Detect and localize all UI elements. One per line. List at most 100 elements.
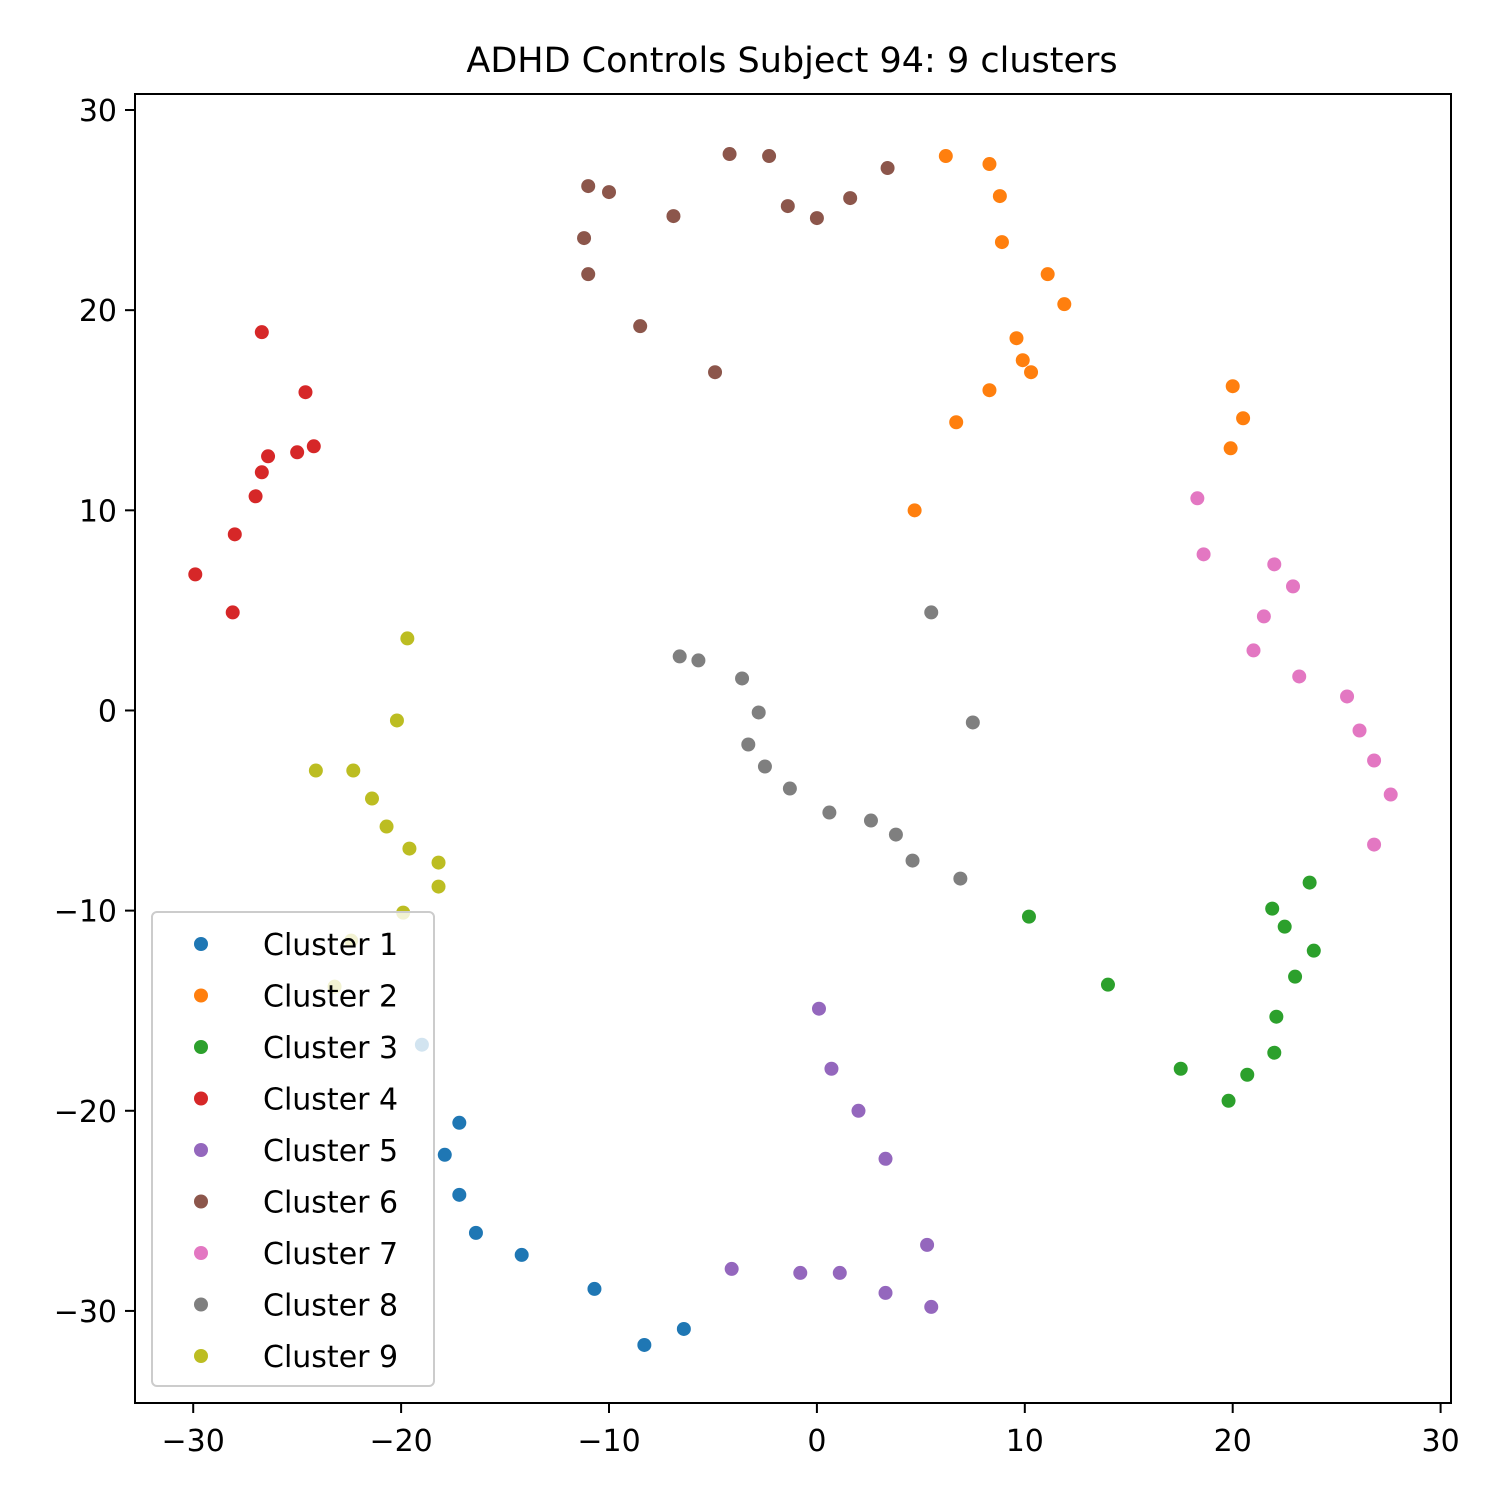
point-cluster-9-3 <box>308 763 323 778</box>
point-cluster-7-8 <box>1340 689 1355 704</box>
legend-label: Cluster 6 <box>263 1186 398 1221</box>
plot-frame <box>134 93 1452 1404</box>
point-cluster-7-6 <box>1246 643 1261 658</box>
legend-label: Cluster 8 <box>263 1289 398 1324</box>
point-cluster-8-5 <box>751 705 766 720</box>
point-cluster-3-10 <box>1173 1061 1188 1076</box>
legend-label: Cluster 9 <box>263 1340 398 1375</box>
legend-label: Cluster 7 <box>263 1237 398 1272</box>
legend-item-cluster-3: Cluster 3 <box>194 1031 398 1066</box>
point-cluster-2-6 <box>1057 297 1072 312</box>
axes-layer: −30 −20 −10 0 10 20 30 −30 −20 −10 0 10 20 30 <box>54 93 1460 1459</box>
point-cluster-5-9 <box>878 1285 893 1300</box>
point-cluster-6-5 <box>880 161 895 176</box>
point-cluster-7-11 <box>1383 787 1398 802</box>
legend-label: Cluster 1 <box>263 928 398 963</box>
legend-marker <box>194 1194 208 1209</box>
x-tick-label: −10 <box>577 1424 640 1459</box>
point-cluster-4-1 <box>254 325 269 340</box>
point-cluster-1-7 <box>587 1281 602 1296</box>
y-tick-label: −20 <box>54 1095 117 1130</box>
point-cluster-1-9 <box>676 1321 691 1336</box>
point-cluster-4-10 <box>225 605 240 620</box>
point-cluster-9-1 <box>400 631 415 646</box>
legend-marker <box>194 1297 208 1312</box>
point-cluster-4-2 <box>298 385 313 400</box>
point-cluster-8-13 <box>905 853 920 868</box>
point-cluster-2-1 <box>938 149 953 164</box>
point-cluster-6-3 <box>581 179 596 194</box>
legend-label: Cluster 5 <box>263 1134 398 1169</box>
point-cluster-5-8 <box>832 1265 847 1280</box>
point-cluster-7-12 <box>1367 837 1382 852</box>
legend-label: Cluster 4 <box>263 1083 398 1118</box>
point-cluster-5-10 <box>924 1299 939 1314</box>
point-cluster-2-4 <box>994 235 1009 250</box>
point-cluster-8-3 <box>691 653 706 668</box>
point-cluster-9-7 <box>402 841 417 856</box>
point-cluster-1-2 <box>452 1115 467 1130</box>
point-cluster-1-4 <box>452 1187 467 1202</box>
point-cluster-4-8 <box>227 527 242 542</box>
point-cluster-3-7 <box>1288 969 1303 984</box>
point-cluster-2-15 <box>1223 441 1238 456</box>
point-cluster-7-5 <box>1256 609 1271 624</box>
point-cluster-2-8 <box>1015 353 1030 368</box>
y-tick-label: 10 <box>79 494 117 529</box>
point-cluster-3-11 <box>1240 1067 1255 1082</box>
legend-item-cluster-4: Cluster 4 <box>194 1083 398 1118</box>
series-cluster-1 <box>414 1037 691 1352</box>
series-cluster-7 <box>1190 491 1398 852</box>
point-cluster-7-10 <box>1367 753 1382 768</box>
legend-marker <box>194 1246 208 1260</box>
point-cluster-3-1 <box>1302 875 1317 890</box>
point-cluster-2-14 <box>1236 411 1251 426</box>
point-cluster-6-1 <box>722 147 737 162</box>
point-cluster-7-9 <box>1352 723 1367 738</box>
legend-item-cluster-7: Cluster 7 <box>194 1237 398 1272</box>
x-tick-label: 0 <box>807 1424 826 1459</box>
point-cluster-9-4 <box>346 763 361 778</box>
point-cluster-6-8 <box>809 211 824 226</box>
point-cluster-5-2 <box>824 1061 839 1076</box>
point-cluster-3-5 <box>1021 909 1036 924</box>
x-tick-label: −30 <box>162 1424 225 1459</box>
point-cluster-2-2 <box>982 157 997 172</box>
legend-label: Cluster 3 <box>263 1031 398 1066</box>
point-cluster-4-6 <box>254 465 269 480</box>
point-cluster-9-9 <box>431 879 446 894</box>
point-cluster-6-11 <box>581 267 596 282</box>
series-cluster-2 <box>907 149 1251 518</box>
point-cluster-8-11 <box>863 813 878 828</box>
x-tick-label: 20 <box>1214 1424 1252 1459</box>
point-cluster-2-12 <box>907 503 922 518</box>
point-cluster-2-10 <box>982 383 997 398</box>
point-cluster-9-6 <box>379 819 394 834</box>
point-cluster-5-5 <box>920 1237 935 1252</box>
legend-item-cluster-1: Cluster 1 <box>194 928 398 963</box>
point-cluster-8-10 <box>822 805 837 820</box>
x-tick-label: 10 <box>1006 1424 1044 1459</box>
point-cluster-8-2 <box>672 649 687 664</box>
point-cluster-9-2 <box>389 713 404 728</box>
point-cluster-4-3 <box>306 439 321 454</box>
x-tick-label: −20 <box>369 1424 432 1459</box>
point-cluster-5-1 <box>811 1001 826 1016</box>
y-tick-label: 20 <box>79 294 117 329</box>
series-cluster-6 <box>577 147 895 380</box>
point-cluster-6-2 <box>762 149 777 164</box>
point-cluster-2-13 <box>1225 379 1240 394</box>
legend-marker <box>194 1349 208 1363</box>
chart-title: ADHD Controls Subject 94: 9 clusters <box>466 41 1117 81</box>
point-cluster-5-6 <box>724 1261 739 1276</box>
point-cluster-2-3 <box>992 189 1007 204</box>
legend-marker <box>194 1091 208 1106</box>
point-cluster-8-9 <box>782 781 797 796</box>
legend-item-cluster-2: Cluster 2 <box>194 980 398 1015</box>
point-cluster-4-7 <box>248 489 263 504</box>
point-cluster-6-10 <box>577 231 592 246</box>
point-cluster-4-4 <box>261 449 276 464</box>
point-cluster-8-8 <box>757 759 772 774</box>
point-cluster-3-4 <box>1306 943 1321 958</box>
